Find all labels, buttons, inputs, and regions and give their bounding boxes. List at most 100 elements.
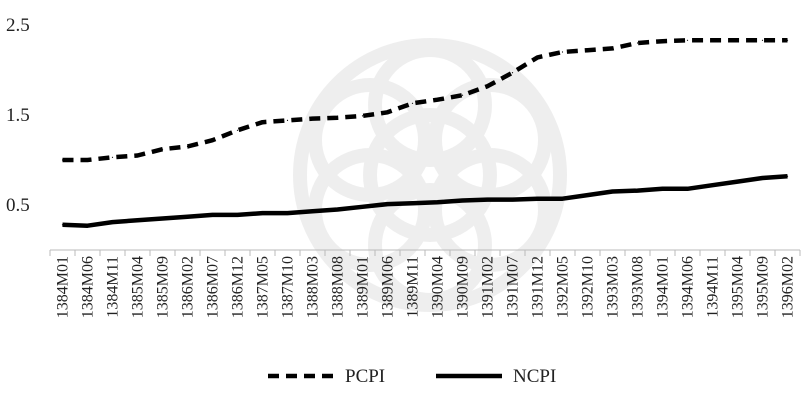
x-tick-label: 1392M10 — [580, 256, 597, 318]
data-point-pcpi — [486, 85, 489, 87]
x-tick-label: 1385M04 — [130, 256, 147, 318]
data-point-pcpi — [511, 72, 514, 74]
data-point-pcpi — [311, 118, 314, 120]
data-point-ncpi — [236, 214, 239, 216]
x-tick-label: 1384M06 — [80, 256, 97, 318]
data-point-ncpi — [636, 190, 639, 192]
x-tick-label: 1386M07 — [205, 256, 222, 318]
data-point-ncpi — [786, 175, 789, 177]
data-point-pcpi — [411, 102, 414, 104]
y-axis-ticks: 2.5 1.5 0.5 — [6, 15, 30, 216]
x-tick-label: 1387M10 — [280, 256, 297, 318]
data-point-ncpi — [761, 177, 764, 179]
data-point-pcpi — [236, 129, 239, 131]
x-tick-label: 1391M02 — [480, 256, 497, 318]
x-tick-label: 1390M09 — [455, 256, 472, 318]
legend: PCPI NCPI — [268, 366, 556, 387]
x-tick-label: 1391M07 — [505, 256, 522, 318]
data-point-pcpi — [761, 39, 764, 41]
x-tick-label: 1386M02 — [180, 256, 197, 318]
data-point-ncpi — [686, 188, 689, 190]
x-tick-label: 1389M06 — [380, 256, 397, 318]
data-point-ncpi — [536, 198, 539, 200]
data-point-pcpi — [136, 154, 139, 157]
data-point-ncpi — [86, 225, 89, 227]
x-tick-label: 1395M04 — [730, 256, 747, 318]
data-point-ncpi — [486, 199, 489, 201]
y-tick-label: 2.5 — [6, 15, 30, 36]
data-point-pcpi — [336, 117, 339, 119]
data-point-ncpi — [186, 216, 189, 218]
x-tick-label: 1385M09 — [155, 256, 172, 318]
data-point-pcpi — [636, 42, 639, 44]
x-tick-label: 1387M05 — [255, 256, 272, 318]
x-tick-label: 1394M11 — [705, 256, 722, 318]
series-line-ncpi — [62, 173, 788, 228]
data-point-ncpi — [111, 221, 114, 223]
data-point-pcpi — [211, 139, 214, 141]
x-tick-label: 1396M02 — [780, 256, 797, 318]
data-point-pcpi — [586, 49, 589, 51]
data-point-ncpi — [611, 190, 614, 193]
data-point-ncpi — [386, 203, 389, 205]
data-point-ncpi — [211, 214, 214, 216]
watermark-logo — [293, 38, 567, 312]
data-point-ncpi — [511, 199, 514, 201]
data-point-pcpi — [386, 111, 389, 113]
data-point-pcpi — [286, 119, 289, 121]
x-tick-label: 1394M06 — [680, 256, 697, 318]
legend-label-ncpi: NCPI — [513, 366, 556, 387]
data-point-ncpi — [336, 208, 339, 211]
data-point-pcpi — [611, 47, 614, 50]
x-tick-label: 1392M05 — [555, 256, 572, 318]
data-point-ncpi — [361, 206, 364, 208]
x-tick-label: 1389M11 — [405, 256, 422, 318]
data-point-ncpi — [711, 184, 714, 186]
legend-label-pcpi: PCPI — [345, 366, 385, 387]
data-point-ncpi — [161, 217, 164, 220]
data-point-pcpi — [436, 99, 439, 101]
y-tick-label: 1.5 — [6, 105, 30, 126]
x-tick-label: 1384M11 — [105, 256, 122, 318]
x-tick-label: 1391M12 — [530, 256, 547, 318]
data-point-pcpi — [86, 159, 89, 161]
data-point-ncpi — [311, 210, 314, 212]
data-point-pcpi — [536, 56, 539, 59]
x-tick-label: 1388M03 — [305, 256, 322, 318]
data-point-ncpi — [461, 199, 464, 202]
data-point-ncpi — [736, 181, 739, 183]
data-point-pcpi — [361, 115, 364, 117]
data-point-pcpi — [786, 39, 789, 41]
series-layer — [61, 38, 789, 228]
x-tick-label: 1393M08 — [630, 256, 647, 318]
data-point-ncpi — [61, 224, 64, 226]
data-point-pcpi — [736, 39, 739, 41]
x-tick-label: 1390M04 — [430, 256, 447, 318]
series-line-pcpi — [62, 38, 788, 163]
data-point-ncpi — [436, 201, 439, 203]
data-point-pcpi — [711, 39, 714, 41]
data-point-pcpi — [261, 121, 264, 123]
x-tick-label: 1388M08 — [330, 256, 347, 318]
data-point-ncpi — [136, 219, 139, 221]
x-tick-label: 1389M01 — [355, 256, 372, 318]
data-point-pcpi — [186, 145, 189, 148]
data-point-pcpi — [561, 51, 564, 53]
x-tick-label: 1395M09 — [755, 256, 772, 318]
data-point-ncpi — [561, 198, 564, 200]
data-point-pcpi — [461, 94, 464, 96]
x-tick-label: 1386M12 — [230, 256, 247, 318]
data-point-ncpi — [286, 212, 289, 214]
data-point-pcpi — [61, 159, 64, 161]
data-point-ncpi — [661, 188, 664, 190]
y-tick-label: 0.5 — [6, 195, 30, 216]
x-tick-label: 1393M03 — [605, 256, 622, 318]
data-point-pcpi — [661, 40, 664, 42]
data-point-ncpi — [411, 202, 414, 204]
x-tick-label: 1384M01 — [55, 256, 72, 318]
data-point-pcpi — [686, 39, 689, 41]
x-axis-ticks: 1384M01 1384M06 1384M11 1385M04 1385M09 1386M… — [49, 250, 801, 318]
data-point-pcpi — [161, 148, 164, 150]
data-point-ncpi — [586, 194, 589, 196]
